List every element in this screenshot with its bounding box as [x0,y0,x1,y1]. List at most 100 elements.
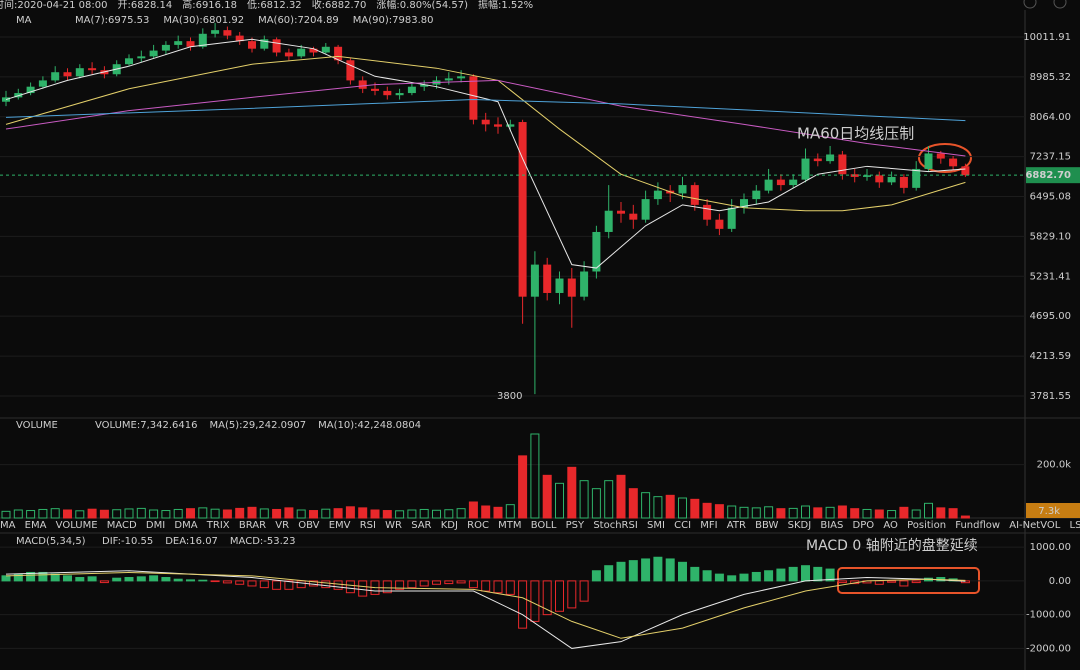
macd-line [5,571,966,639]
candle-body [321,46,330,53]
indicator-tab[interactable]: OBV [298,520,319,531]
volume-bar [911,509,921,519]
indicator-tab[interactable]: MA [0,520,16,531]
volume-bar [776,508,786,519]
indicator-tab[interactable]: ROC [467,520,489,531]
volume-bar [948,508,958,519]
volume-bar [591,488,601,519]
indicator-tab[interactable]: MACD [107,520,137,531]
candle-body [346,60,355,81]
indicator-tab[interactable]: BIAS [820,520,843,531]
macd-bar [444,580,454,585]
indicator-tab[interactable]: Position [907,520,946,531]
volume-bar [468,501,478,519]
macd-bar [259,580,269,589]
volume-bar [358,507,368,519]
indicator-tab[interactable]: TRIX [206,520,230,531]
y-tick-label: 0.00 [1049,576,1071,587]
indicator-tab[interactable]: SKDJ [788,520,812,531]
candle-body [555,278,564,293]
volume-bar [518,455,528,519]
candle-body [826,154,835,162]
macd-bar [419,580,429,587]
macd-bar [173,578,183,582]
candle-body [740,199,748,208]
candle-body [617,210,625,214]
indicator-tab[interactable]: ATR [727,520,746,531]
macd-bar [505,580,515,595]
volume-bar [616,474,626,519]
candle-body [371,88,379,91]
volume-bar [555,482,564,519]
legend-title: MA [16,15,32,26]
icon[interactable] [1023,0,1037,9]
candle-body [961,166,970,176]
volume-bar [764,506,774,519]
indicator-tab[interactable]: VOLUME [56,520,98,531]
indicator-tab[interactable]: PSY [566,520,585,531]
macd-bar [567,580,577,609]
indicator-tab[interactable]: KDJ [441,520,458,531]
candle-body [407,86,416,94]
legend-item: MA(7):6975.53 [75,15,149,26]
indicator-tab[interactable]: CCI [674,520,691,531]
volume-bar [887,510,897,519]
y-tick-label: 10011.91 [1023,32,1071,43]
indicator-tab[interactable]: BBW [755,520,778,531]
volume-bar [321,508,331,519]
indicator-tab[interactable]: WR [385,520,402,531]
macd-bar [63,575,72,582]
indicator-tab[interactable]: StochRSI [593,520,637,531]
y-tick-label: 5829.10 [1030,231,1071,242]
volume-bar [714,504,724,519]
y-tick-label: 200.0k [1037,460,1072,471]
indicator-tab[interactable]: RSI [360,520,376,531]
macd-bar [382,580,392,594]
indicator-tab[interactable]: DMI [146,520,165,531]
indicator-tab[interactable]: AI-NetVOL [1009,520,1060,531]
indicator-tab[interactable]: DPO [853,520,875,531]
indicator-tab[interactable]: EMA [25,520,47,531]
candle-body [469,76,478,120]
candle-body [395,93,404,96]
indicator-tab[interactable]: Fundflow [955,520,1000,531]
volume-bar [788,507,798,519]
indicator-tab[interactable]: VR [275,520,289,531]
volume-bar [493,506,503,519]
candle-body [383,90,392,96]
indicator-tab[interactable]: DMA [174,520,197,531]
macd-bar [186,579,195,582]
volume-bar [26,510,36,519]
macd-bar [837,580,847,584]
candle-body [494,124,502,127]
macd-bar [333,580,343,590]
y-tick-label: -1000.00 [1026,610,1071,621]
annotation: MACD 0 轴附近的盘整延续 [806,537,978,554]
indicator-tab[interactable]: SAR [411,520,431,531]
indicator-tab[interactable]: SMI [647,520,665,531]
volume-bar [444,509,454,519]
volume-bar [247,506,257,519]
macd-bar [653,556,663,582]
indicator-tab[interactable]: BOLL [531,520,557,531]
candle-body [629,213,638,220]
icon[interactable] [1053,0,1067,9]
indicator-tab[interactable]: AO [883,520,898,531]
indicator-tab[interactable]: BRAR [239,520,266,531]
y-tick-label: 8985.32 [1030,72,1071,83]
indicator-tab[interactable]: MFI [700,520,717,531]
candle-body [543,264,552,293]
candle-body [88,68,97,71]
indicator-tab[interactable]: EMV [329,520,351,531]
indicator-tab[interactable]: LSUR [1070,520,1080,531]
indicator-tab[interactable]: MTM [498,520,521,531]
candle-body [838,154,847,175]
macd-bar [358,580,368,597]
header-item: 时间:2020-04-21 08:00 [0,0,107,11]
volume-bar [727,505,737,519]
macd-bar [198,579,208,582]
volume-bar [850,508,860,519]
